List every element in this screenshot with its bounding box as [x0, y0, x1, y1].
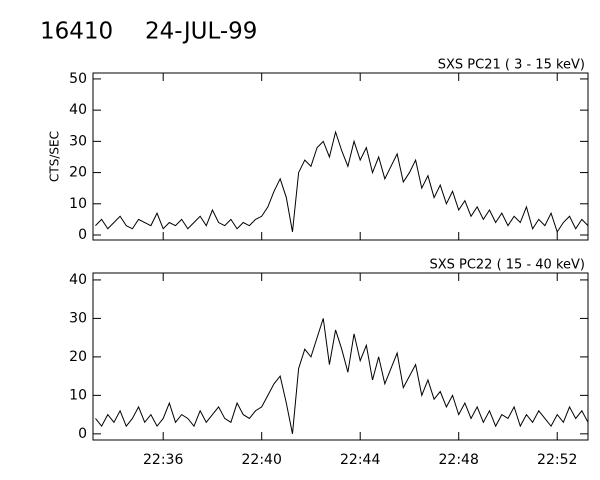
x-tick-label: 22:44 [340, 452, 380, 468]
y-tick-label: 0 [78, 426, 87, 442]
panel-title: SXS PC22 ( 15 - 40 keV) [429, 258, 585, 273]
x-tick-label: 22:52 [537, 452, 577, 468]
y-tick-label: 30 [69, 133, 87, 149]
plot-frame [92, 272, 589, 441]
data-line [95, 130, 589, 234]
y-tick-label: 30 [69, 310, 87, 326]
y-axis-label: CTS/SEC [48, 131, 62, 182]
chart-subtitle: 24-JUL-99 [145, 19, 257, 45]
y-tick-label: 10 [69, 196, 87, 212]
x-tick-label: 22:36 [143, 452, 183, 468]
y-tick-label: 20 [69, 349, 87, 365]
chart-title: 16410 [40, 19, 113, 45]
y-tick-label: 50 [69, 71, 87, 87]
y-tick-label: 40 [69, 272, 87, 288]
panel-title: SXS PC21 ( 3 - 15 keV) [438, 58, 585, 73]
y-tick-label: 20 [69, 165, 87, 181]
data-line [95, 318, 589, 434]
plot-frame [92, 72, 589, 241]
y-tick-label: 0 [78, 227, 87, 243]
y-tick-label: 10 [69, 387, 87, 403]
x-tick-label: 22:48 [439, 452, 479, 468]
y-tick-label: 40 [69, 102, 87, 118]
x-tick-label: 22:40 [242, 452, 282, 468]
